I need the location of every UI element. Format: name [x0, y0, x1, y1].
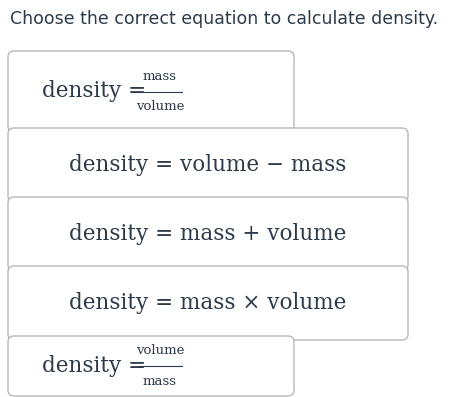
Text: density =: density = — [42, 355, 153, 377]
FancyBboxPatch shape — [8, 128, 408, 202]
Text: mass: mass — [143, 69, 177, 83]
Text: volume: volume — [136, 100, 184, 114]
Text: density = mass + volume: density = mass + volume — [69, 223, 346, 245]
Text: density =: density = — [42, 81, 153, 102]
Text: mass: mass — [143, 375, 177, 388]
Text: density = mass × volume: density = mass × volume — [69, 292, 346, 314]
Text: density = volume − mass: density = volume − mass — [69, 154, 346, 176]
Text: Choose the correct equation to calculate density.: Choose the correct equation to calculate… — [10, 10, 438, 28]
FancyBboxPatch shape — [8, 51, 294, 132]
FancyBboxPatch shape — [8, 336, 294, 396]
FancyBboxPatch shape — [8, 197, 408, 271]
Text: volume: volume — [136, 344, 184, 357]
FancyBboxPatch shape — [8, 266, 408, 340]
